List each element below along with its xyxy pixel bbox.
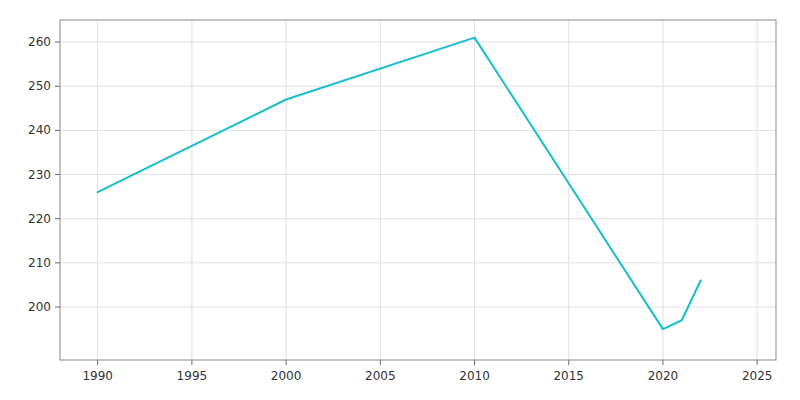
y-tick-label: 220 [28, 212, 51, 226]
y-grid-line [60, 86, 776, 87]
x-tick [474, 360, 475, 365]
x-grid-line [380, 20, 381, 360]
chart: 1990 1995 2000 2005 2010 2015 2020 2025 200 210 22… [0, 0, 800, 400]
y-tick [55, 174, 60, 175]
grid [60, 20, 776, 360]
x-tick-label: 2020 [648, 369, 679, 383]
x-tick [286, 360, 287, 365]
x-grid-line [286, 20, 287, 360]
y-tick [55, 130, 60, 131]
y-tick-label: 210 [28, 256, 51, 270]
x-tick-label: 2010 [459, 369, 490, 383]
y-tick [55, 42, 60, 43]
x-tick-label: 2005 [365, 369, 396, 383]
y-grid-line [60, 262, 776, 263]
y-tick-label: 230 [28, 168, 51, 182]
y-tick-label: 200 [28, 300, 51, 314]
x-grid-line [97, 20, 98, 360]
x-tick [191, 360, 192, 365]
x-tick-label: 2000 [271, 369, 302, 383]
y-grid-line [60, 130, 776, 131]
y-tick-label: 260 [28, 35, 51, 49]
y-grid-line [60, 174, 776, 175]
y-grid-line [60, 218, 776, 219]
y-tick [55, 86, 60, 87]
y-tick [55, 307, 60, 308]
x-tick-label: 1990 [82, 369, 113, 383]
x-tick [97, 360, 98, 365]
y-grid-line [60, 42, 776, 43]
x-tick [662, 360, 663, 365]
x-grid-line [474, 20, 475, 360]
y-tick [55, 218, 60, 219]
x-grid-line [662, 20, 663, 360]
line [98, 38, 701, 329]
x-tick-label: 2025 [742, 369, 773, 383]
y-tick [55, 262, 60, 263]
x-tick-label: 2015 [553, 369, 584, 383]
x-grid-line [757, 20, 758, 360]
x-tick [757, 360, 758, 365]
x-tick [380, 360, 381, 365]
tick-labels: 1990 1995 2000 2005 2010 2015 2020 2025 200 210 22… [28, 35, 772, 383]
x-grid-line [568, 20, 569, 360]
x-grid-line [191, 20, 192, 360]
y-grid-line [60, 307, 776, 308]
series [98, 38, 701, 329]
x-tick [568, 360, 569, 365]
x-tick-label: 1995 [177, 369, 208, 383]
y-tick-label: 240 [28, 123, 51, 137]
y-tick-label: 250 [28, 79, 51, 93]
plot-frame [60, 20, 776, 360]
